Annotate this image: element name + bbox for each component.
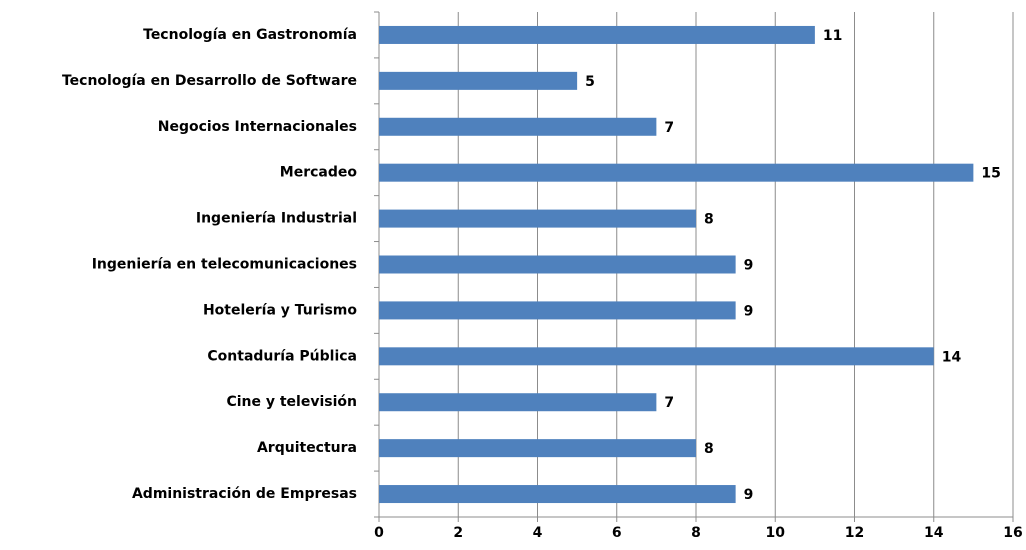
x-tick-label: 10: [766, 525, 786, 541]
y-tick-label: Administración de Empresas: [132, 486, 357, 502]
y-tick-label: Ingeniería en telecomunicaciones: [92, 257, 357, 273]
y-tick-label: Tecnología en Desarrollo de Software: [62, 73, 357, 89]
x-tick-label: 4: [533, 525, 543, 541]
x-tick-label: 14: [924, 525, 944, 541]
x-tick-label: 0: [374, 525, 384, 541]
bar: [379, 71, 578, 90]
bar: [379, 485, 736, 504]
bar: [379, 163, 974, 182]
data-label: 8: [704, 212, 714, 228]
y-tick-label: Contaduría Pública: [207, 348, 357, 364]
bar: [379, 301, 736, 320]
x-tick-label: 16: [1003, 525, 1022, 541]
y-tick-label: Cine y televisión: [226, 394, 357, 410]
x-tick-label: 8: [691, 525, 701, 541]
data-label: 8: [704, 441, 714, 457]
data-label: 5: [585, 74, 595, 90]
data-label: 11: [823, 28, 842, 44]
bar: [379, 439, 696, 458]
y-tick-label: Ingeniería Industrial: [196, 211, 357, 227]
x-tick-label: 12: [845, 525, 864, 541]
y-tick-label: Arquitectura: [257, 440, 357, 456]
y-tick-label: Mercadeo: [280, 165, 358, 181]
data-label: 7: [664, 395, 674, 411]
data-label: 9: [744, 303, 754, 319]
bar: [379, 393, 657, 412]
y-tick-label: Tecnología en Gastronomía: [143, 27, 357, 43]
y-tick-label: Hotelería y Turismo: [203, 302, 357, 318]
data-label: 14: [942, 349, 962, 365]
x-tick-label: 6: [612, 525, 622, 541]
bar: [379, 255, 736, 274]
data-label: 9: [744, 487, 754, 503]
bar: [379, 25, 815, 44]
bar: [379, 117, 657, 136]
data-label: 7: [664, 120, 674, 136]
bar: [379, 209, 696, 228]
bar: [379, 347, 934, 366]
data-label: 9: [744, 258, 754, 274]
data-label: 15: [981, 166, 1000, 182]
x-tick-label: 2: [453, 525, 463, 541]
y-tick-label: Negocios Internacionales: [158, 119, 357, 135]
